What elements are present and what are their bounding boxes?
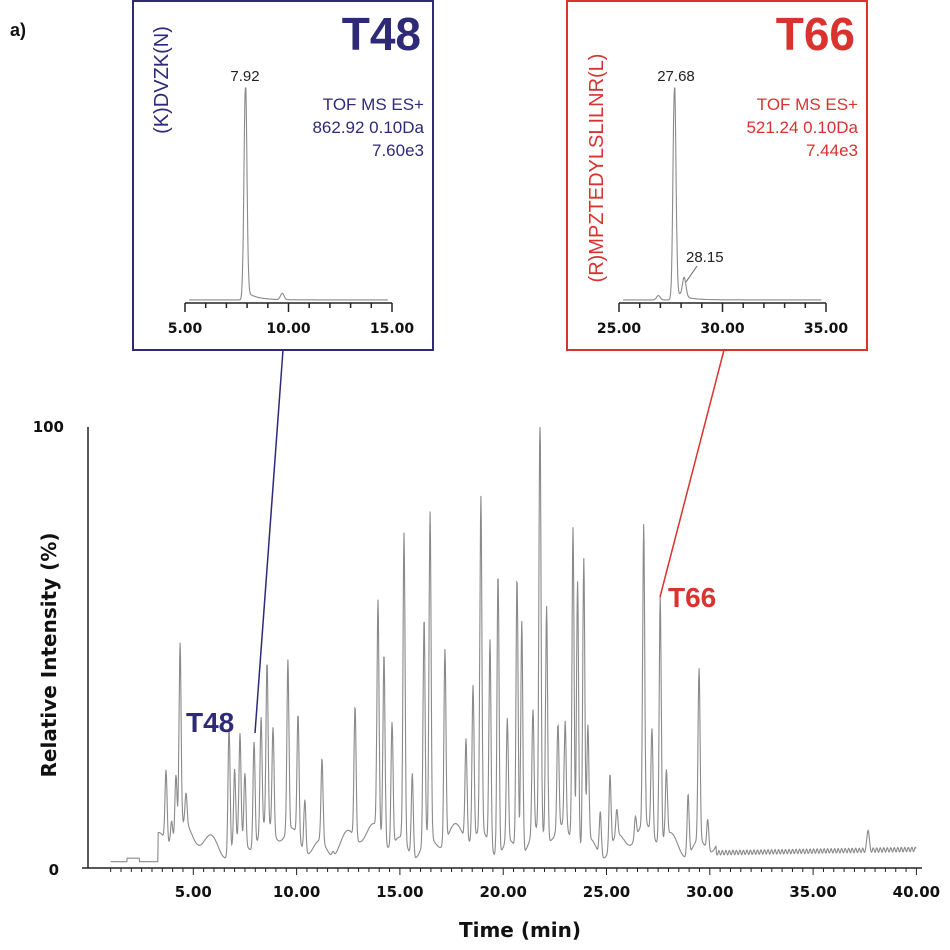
inset-title: T66: [776, 8, 855, 60]
inset-frame: [566, 0, 868, 351]
inset-frame: [132, 0, 434, 351]
x-tick-label: 30.00: [686, 883, 733, 901]
y-tick-label: 100: [33, 418, 64, 436]
info-line: TOF MS ES+: [757, 95, 858, 114]
peak-label: 28.15: [686, 249, 724, 266]
inset-t48: T48 (K)DVZK(N) TOF MS ES+ 862.92 0.10Da …: [132, 0, 434, 351]
annotation-t48: T48: [186, 707, 234, 738]
inset-t66: T66 (R)MPZTEDYLSLILNR(L) TOF MS ES+ 521.…: [566, 0, 868, 351]
peptide-label: (K)DVZK(N): [151, 26, 173, 134]
info-line: 521.24 0.10Da: [746, 118, 858, 137]
info-line: 7.44e3: [806, 141, 858, 160]
inset-x-tick-label: 35.00: [804, 321, 849, 337]
peptide-label: (R)MPZTEDYLSLILNR(L): [586, 54, 608, 283]
inset-title: T48: [342, 8, 421, 60]
inset-x-tick-label: 5.00: [168, 321, 203, 337]
x-tick-label: 20.00: [479, 883, 526, 901]
annotation-t66: T66: [668, 582, 716, 613]
x-tick-label: 35.00: [789, 883, 836, 901]
x-tick-label: 25.00: [583, 883, 630, 901]
inset-x-tick-label: 15.00: [370, 321, 415, 337]
inset-x-tick-label: 10.00: [266, 321, 311, 337]
x-tick-label: 15.00: [376, 883, 423, 901]
inset-trace: [623, 87, 822, 301]
info-line: TOF MS ES+: [323, 95, 424, 114]
peak-label: 7.92: [230, 68, 259, 85]
x-tick-label: 5.00: [175, 883, 212, 901]
y-axis-label: Relative Intensity (%): [37, 533, 61, 778]
tic-trace: [110, 426, 917, 863]
peak-label: 27.68: [657, 68, 695, 85]
panel-label: a): [10, 20, 26, 40]
inset-x-tick-label: 25.00: [597, 321, 642, 337]
x-tick-label: 40.00: [893, 883, 940, 901]
inset-x-tick-label: 30.00: [700, 321, 745, 337]
info-line: 862.92 0.10Da: [312, 118, 424, 137]
connector-line-t48: [254, 349, 284, 734]
info-line: 7.60e3: [372, 141, 424, 160]
connector-line-t66: [659, 349, 725, 598]
inset-trace: [189, 87, 388, 301]
x-tick-label: 10.00: [273, 883, 320, 901]
x-axis-label: Time (min): [459, 918, 581, 942]
y-tick-label: 0: [49, 861, 59, 879]
peak-label-leader: [685, 265, 698, 283]
main-chart: 5.00 10.00 15.00 20.00 25.00 30.00 35.00 40.00 …: [33, 349, 940, 942]
